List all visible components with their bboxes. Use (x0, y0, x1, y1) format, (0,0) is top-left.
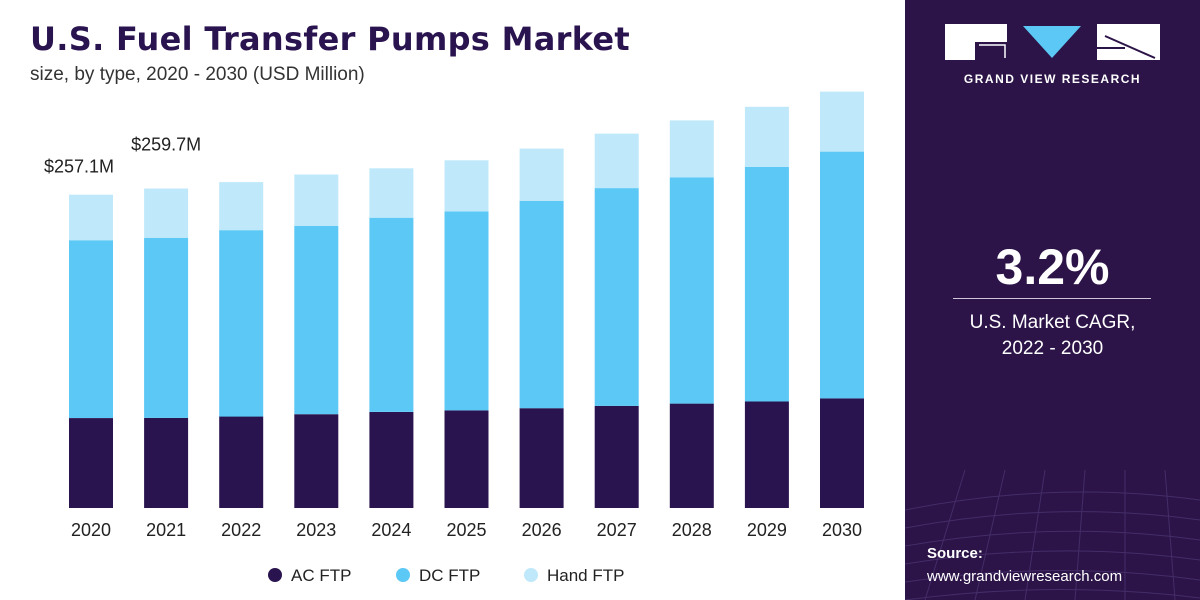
source-url[interactable]: www.grandviewresearch.com (927, 568, 1123, 585)
data-label-2020: $257.1M (44, 157, 114, 177)
bar-segment-hand-2024 (369, 168, 414, 218)
bar-segment-dc-2021 (144, 237, 189, 418)
bar-segment-ac-2030 (820, 398, 864, 508)
cagr-divider (953, 298, 1151, 299)
bar-segment-hand-2021 (144, 188, 189, 238)
bar-segment-hand-2026 (519, 148, 564, 201)
bar-segment-ac-2028 (669, 403, 714, 508)
data-label-2021: $259.7M (131, 134, 201, 154)
legend-item-dc: DC FTP (396, 566, 480, 586)
bar-segment-ac-2022 (219, 416, 264, 508)
bar-segment-ac-2029 (744, 401, 789, 508)
x-tick-label-2024: 2024 (371, 520, 411, 540)
bar-segment-hand-2023 (294, 174, 339, 226)
x-tick-label-2028: 2028 (672, 520, 712, 540)
bar-segment-dc-2027 (594, 188, 639, 406)
source-label: Source: (927, 545, 983, 562)
chart-subtitle: size, by type, 2020 - 2030 (USD Million) (30, 64, 365, 85)
bar-segment-ac-2020 (69, 418, 113, 508)
stacked-bar-chart: 2020 2021 2022 2023 2024 2025 2026 2027 2028 2029… (44, 91, 864, 540)
cagr-label-line1: U.S. Market CAGR, (969, 312, 1136, 333)
legend-item-hand: Hand FTP (524, 566, 624, 586)
legend-item-ac: AC FTP (268, 566, 351, 586)
bar-segment-dc-2023 (294, 225, 339, 415)
chart-title: U.S. Fuel Transfer Pumps Market (30, 20, 631, 58)
x-tick-label-2021: 2021 (146, 520, 186, 540)
bar-segment-ac-2024 (369, 412, 414, 508)
bar-segment-dc-2022 (219, 230, 264, 417)
bar-segment-hand-2025 (444, 160, 489, 212)
legend-marker-dc (396, 568, 410, 582)
bar-segment-dc-2025 (444, 211, 489, 411)
x-tick-label-2026: 2026 (522, 520, 562, 540)
gvr-logo-icon (945, 24, 1160, 60)
legend-label-hand: Hand FTP (547, 566, 625, 585)
x-tick-label-2027: 2027 (597, 520, 637, 540)
legend-marker-ac (268, 568, 282, 582)
bar-segment-hand-2027 (594, 133, 639, 189)
x-tick-label-2025: 2025 (446, 520, 486, 540)
bar-segment-dc-2024 (369, 217, 414, 412)
grid-decoration (905, 470, 1200, 600)
bar-segment-ac-2023 (294, 414, 339, 508)
legend-label-dc: DC FTP (419, 566, 481, 585)
bar-segment-ac-2027 (594, 405, 639, 508)
cagr-label-line2: 2022 - 2030 (1001, 338, 1104, 359)
bar-segment-hand-2020 (69, 194, 113, 241)
side-panel: GRAND VIEW RESEARCH 3.2% U.S. Market CAG… (905, 0, 1200, 600)
brand-name: GRAND VIEW RESEARCH (963, 72, 1142, 86)
bar-segment-dc-2026 (519, 200, 564, 409)
bar-segment-ac-2026 (519, 408, 564, 508)
bar-segment-hand-2029 (744, 106, 789, 167)
legend-label-ac: AC FTP (291, 566, 352, 585)
bar-segment-dc-2030 (820, 151, 864, 399)
x-tick-label-2023: 2023 (296, 520, 336, 540)
legend-marker-hand (524, 568, 538, 582)
x-tick-label-2029: 2029 (747, 520, 787, 540)
cagr-label: U.S. Market CAGR, 2022 - 2030 (905, 310, 1200, 362)
cagr-value: 3.2% (995, 239, 1110, 295)
bar-segment-ac-2025 (444, 410, 489, 508)
x-tick-label-2022: 2022 (221, 520, 261, 540)
bar-segment-hand-2022 (219, 182, 264, 231)
bar-segment-dc-2028 (669, 177, 714, 404)
bar-segment-dc-2029 (744, 167, 789, 402)
bar-segment-dc-2020 (69, 240, 113, 418)
bar-segment-hand-2030 (820, 91, 864, 152)
x-tick-label-2030: 2030 (822, 520, 862, 540)
bar-segment-hand-2028 (669, 120, 714, 178)
x-tick-label-2020: 2020 (71, 520, 111, 540)
bar-segment-ac-2021 (144, 417, 189, 508)
chart-area: U.S. Fuel Transfer Pumps Market size, by… (30, 20, 864, 586)
